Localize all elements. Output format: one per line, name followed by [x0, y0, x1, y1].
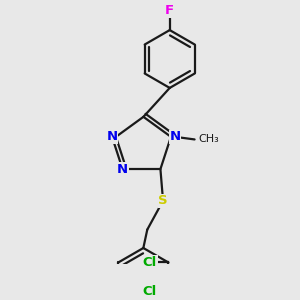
Text: S: S: [158, 194, 168, 207]
Text: F: F: [165, 4, 174, 17]
Text: Cl: Cl: [143, 256, 157, 269]
Text: N: N: [106, 130, 118, 143]
Text: Cl: Cl: [143, 285, 157, 298]
Text: CH₃: CH₃: [199, 134, 219, 144]
Text: N: N: [169, 130, 180, 143]
Text: N: N: [117, 163, 128, 176]
